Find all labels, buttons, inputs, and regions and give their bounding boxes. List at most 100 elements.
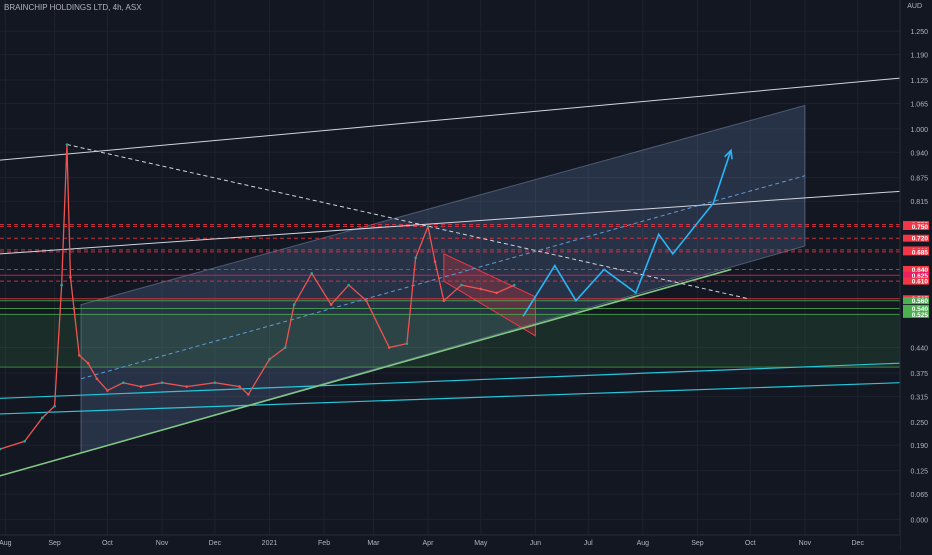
price-point: [433, 260, 437, 263]
x-tick-label: Nov: [799, 540, 812, 547]
y-tick-label: 1.065: [910, 101, 928, 108]
price-point: [284, 346, 287, 349]
projection-path: [522, 150, 732, 317]
price-point: [292, 303, 296, 306]
x-tick-label: Aug: [0, 540, 12, 547]
y-tick-label: 0.065: [910, 492, 928, 499]
price-point: [247, 393, 250, 396]
price-point: [268, 357, 271, 361]
price-badge: [903, 234, 929, 242]
rising-support-line: [0, 268, 732, 477]
upper-trend-line: [0, 77, 901, 161]
price-point: [69, 275, 72, 279]
price-badge-label: 0.560: [912, 298, 929, 305]
x-tick-label: Aug: [637, 540, 650, 547]
price-badge: [903, 310, 929, 318]
y-tick-label: 1.190: [910, 53, 928, 60]
x-tick-label: 2021: [262, 540, 278, 547]
support-zone: [0, 314, 900, 368]
price-point: [86, 361, 90, 365]
x-tick-label: Jun: [530, 540, 541, 547]
ascending-channel: [80, 104, 806, 454]
price-point: [495, 291, 498, 295]
price-point: [53, 404, 56, 408]
price-point: [347, 283, 351, 287]
x-tick-label: Mar: [367, 540, 380, 547]
price-point: [185, 385, 188, 388]
y-tick-label: 0.815: [910, 199, 928, 206]
price-badge-label: 0.685: [912, 249, 929, 256]
price-point: [160, 381, 164, 385]
x-tick-label: May: [474, 540, 488, 547]
price-point: [40, 416, 44, 420]
price-badge-label: 0.525: [912, 312, 929, 319]
trend-lines: [0, 77, 901, 477]
price-badge: [903, 248, 929, 256]
y-tick-label: 1.250: [910, 29, 928, 36]
price-point: [65, 143, 69, 146]
x-tick-label: Apr: [423, 540, 435, 547]
y-tick-label: 1.125: [910, 78, 928, 85]
y-tick-label: 0.190: [910, 443, 928, 450]
y-tick-label: 0.875: [910, 176, 928, 183]
price-point: [512, 283, 516, 287]
price-badge: [903, 271, 929, 279]
x-tick-label: Dec: [209, 540, 222, 547]
y-tick-label: 0.440: [910, 346, 928, 353]
price-point: [213, 381, 217, 385]
y-tick-label: 0.940: [910, 150, 928, 157]
x-tick-label: Sep: [691, 540, 704, 547]
price-point: [0, 447, 2, 451]
price-badge-label: 0.625: [912, 273, 929, 280]
price-point: [310, 272, 314, 275]
price-point: [72, 307, 76, 310]
price-point: [365, 299, 368, 302]
teal-trend-line-2: [0, 382, 901, 415]
price-point: [106, 389, 109, 392]
y-tick-label: 0.000: [910, 517, 928, 524]
grid: [0, 0, 900, 535]
chart-title: BRAINCHIP HOLDINGS LTD, 4h, ASX: [4, 3, 142, 12]
price-point: [479, 287, 483, 291]
price-point: [405, 342, 409, 345]
price-point: [442, 299, 446, 302]
flag-channel: [443, 253, 536, 337]
price-point: [460, 283, 463, 287]
price-line: [0, 144, 515, 450]
price-badge-label: 0.720: [912, 236, 929, 243]
y-tick-label: 0.250: [910, 420, 928, 427]
currency-label: AUD: [907, 3, 922, 10]
y-tick-label: 0.125: [910, 469, 928, 476]
price-badge-label: 0.610: [912, 279, 929, 286]
price-point: [238, 385, 241, 388]
projection: [522, 148, 733, 317]
zones: [0, 104, 900, 454]
price-point: [426, 225, 430, 228]
price-badge-label: 0.540: [912, 306, 929, 313]
projection-arrowhead: [724, 148, 733, 160]
price-point: [139, 385, 143, 388]
price-axis: 1.250 1.190 1.125 1.065 1.000 0.940 0.875 0.815…: [899, 0, 932, 550]
y-tick-label: 1.000: [910, 127, 928, 134]
price-badge: [903, 222, 929, 230]
x-tick-label: Oct: [102, 540, 113, 547]
price-badge: [903, 265, 929, 273]
price-point: [23, 439, 26, 443]
price-badge-label: 0.640: [912, 267, 929, 274]
downtrend-line: [66, 144, 749, 300]
time-axis-bg: [0, 535, 900, 550]
price-badge-label: 0.750: [912, 224, 929, 231]
x-tick-label: Sep: [48, 540, 61, 547]
x-tick-label: Nov: [156, 540, 169, 547]
price-badge: [903, 297, 929, 305]
price-point: [121, 381, 125, 385]
horizontal-levels: [0, 224, 900, 315]
x-tick-label: Oct: [745, 540, 756, 547]
y-tick-label: 0.315: [910, 394, 928, 401]
upper-trend-line-2: [0, 190, 901, 255]
price-point: [77, 354, 81, 357]
time-axis: Aug Sep Oct Nov Dec 2021 Feb Mar Apr May Jun Jul Aug…: [0, 534, 900, 550]
price-badge: [903, 305, 929, 313]
